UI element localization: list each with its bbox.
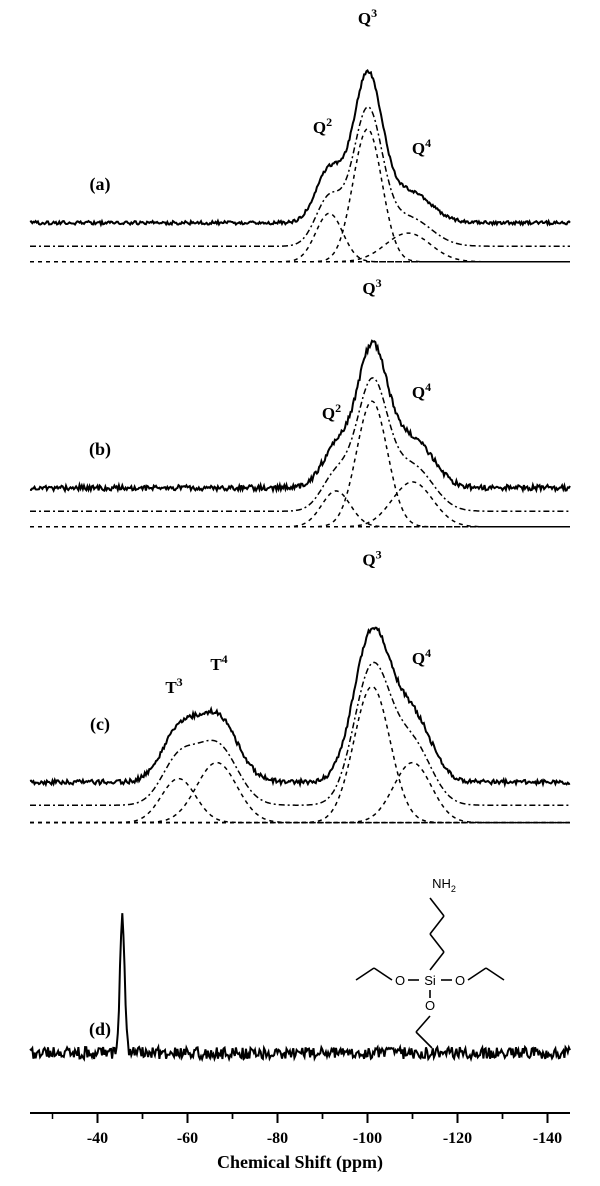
x-ticklabel-4: -120	[443, 1130, 472, 1147]
peak-label-b-1: Q3	[362, 276, 381, 298]
fit-Q3-c	[30, 687, 570, 823]
x-ticklabel-1: -60	[177, 1130, 198, 1147]
spectrum-d	[30, 913, 570, 1059]
x-ticklabel-5: -140	[533, 1130, 562, 1147]
fit-Q3-b	[30, 401, 570, 527]
panel-label-a: (a)	[90, 174, 111, 195]
x-ticklabel-0: -40	[87, 1130, 108, 1147]
svg-text:O: O	[425, 998, 435, 1013]
spectrum-a	[30, 71, 570, 225]
fit-T4-c	[30, 763, 570, 823]
svg-text:Si: Si	[424, 973, 436, 988]
peak-label-c-2: Q3	[362, 548, 381, 570]
aptes-molecule: Si NH2 O O O	[356, 876, 504, 1048]
peak-label-b-2: Q4	[412, 380, 431, 402]
nmr-spectra-figure: (a) Q2 Q3 Q4 (b) Q2 Q3 Q4 (c) T3 T4 Q3 Q4 (d) Si NH2 O O O…	[0, 0, 600, 1186]
peak-label-c-1: T4	[210, 652, 227, 674]
peak-label-b-0: Q2	[322, 401, 341, 423]
peak-label-c-3: Q4	[412, 646, 431, 668]
x-axis-label: Chemical Shift (ppm)	[217, 1152, 383, 1173]
peak-label-c-0: T3	[165, 675, 182, 697]
fit-sum-a	[30, 107, 570, 246]
spectrum-c	[30, 628, 570, 785]
svg-text:O: O	[395, 973, 405, 988]
peak-label-a-0: Q2	[313, 115, 332, 137]
fit-Q4-a	[30, 233, 570, 262]
svg-text:NH2: NH2	[432, 876, 456, 894]
peak-label-a-1: Q3	[358, 6, 377, 28]
x-ticklabel-3: -100	[353, 1130, 382, 1147]
spectrum-b	[30, 341, 570, 491]
panel-label-d: (d)	[89, 1019, 111, 1040]
panel-label-b: (b)	[89, 439, 111, 460]
fit-Q4-c	[30, 763, 570, 823]
peak-label-a-2: Q4	[412, 136, 431, 158]
svg-text:O: O	[455, 973, 465, 988]
x-ticklabel-2: -80	[267, 1130, 288, 1147]
panel-label-c: (c)	[90, 714, 110, 735]
